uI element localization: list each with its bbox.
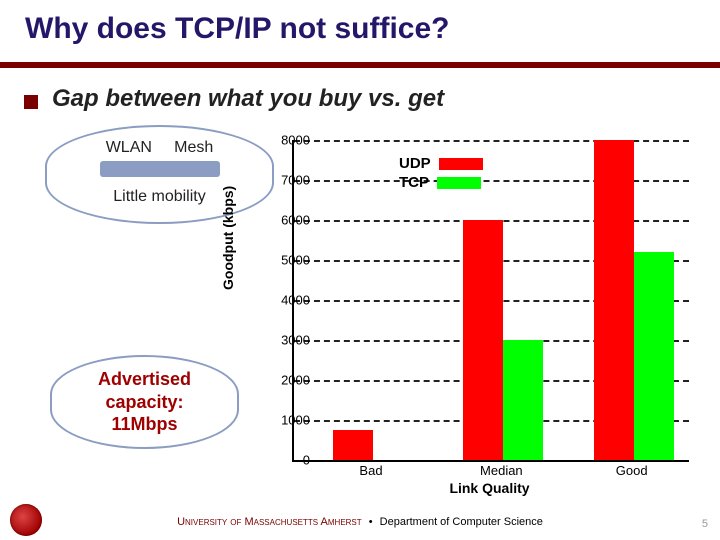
plot-area: UDP TCP [292,140,689,462]
bar-udp-bad [333,430,373,460]
bullet-row: Gap between what you buy vs. get [24,85,444,113]
y-tick-label: 8000 [270,133,310,148]
footer-university: University of Massachusetts Amherst [177,516,362,528]
callout2-l1: Advertised [98,369,191,389]
legend-swatch [439,158,483,170]
footer-dot: • [369,516,373,528]
university-seal-icon [10,504,42,536]
footer-dept: Department of Computer Science [380,516,543,528]
bar-tcp-good [634,252,674,460]
y-tick-label: 2000 [270,373,310,388]
y-tick-label: 5000 [270,253,310,268]
title-underline [0,62,720,68]
goodput-chart: Goodput (kbps) UDPTCP Link Quality 01000… [240,130,710,500]
callout1-line1: WLAN Mesh [47,139,272,157]
y-tick-label: 3000 [270,333,310,348]
y-tick-label: 4000 [270,293,310,308]
x-tick-label: Good [616,463,648,478]
callout1-line2: Little mobility [47,188,272,206]
legend-item-udp: UDP [399,155,514,172]
bar-udp-median [463,220,503,460]
callout2-l3: 11Mbps [111,414,177,434]
x-axis-label: Link Quality [292,480,687,496]
x-tick-label: Bad [359,463,382,478]
callout1-pill [47,157,272,182]
bar-tcp-median [503,340,543,460]
bullet-marker [24,95,38,109]
y-tick-label: 0 [270,453,310,468]
legend-item-tcp: TCP [399,174,514,191]
y-tick-label: 7000 [270,173,310,188]
callout1-wlan: WLAN [106,139,152,156]
footer-text: University of Massachusetts Amherst • De… [177,516,543,528]
legend-label: TCP [399,174,429,191]
legend-swatch [437,177,481,189]
legend-label: UDP [399,155,431,172]
bar-udp-good [594,140,634,460]
slide: Why does TCP/IP not suffice? Gap between… [0,0,720,540]
slide-title: Why does TCP/IP not suffice? [25,12,449,46]
y-tick-label: 1000 [270,413,310,428]
page-number: 5 [702,518,708,530]
bullet-text: Gap between what you buy vs. get [52,85,444,113]
callout-advertised: Advertised capacity: 11Mbps [50,355,239,449]
legend: UDP TCP [399,155,514,193]
callout1-mesh: Mesh [174,139,213,156]
y-axis-label: Goodput (kbps) [220,186,236,290]
y-tick-label: 6000 [270,213,310,228]
footer: University of Massachusetts Amherst • De… [0,508,720,536]
x-tick-label: Median [480,463,523,478]
callout2-l2: capacity: [105,392,183,412]
